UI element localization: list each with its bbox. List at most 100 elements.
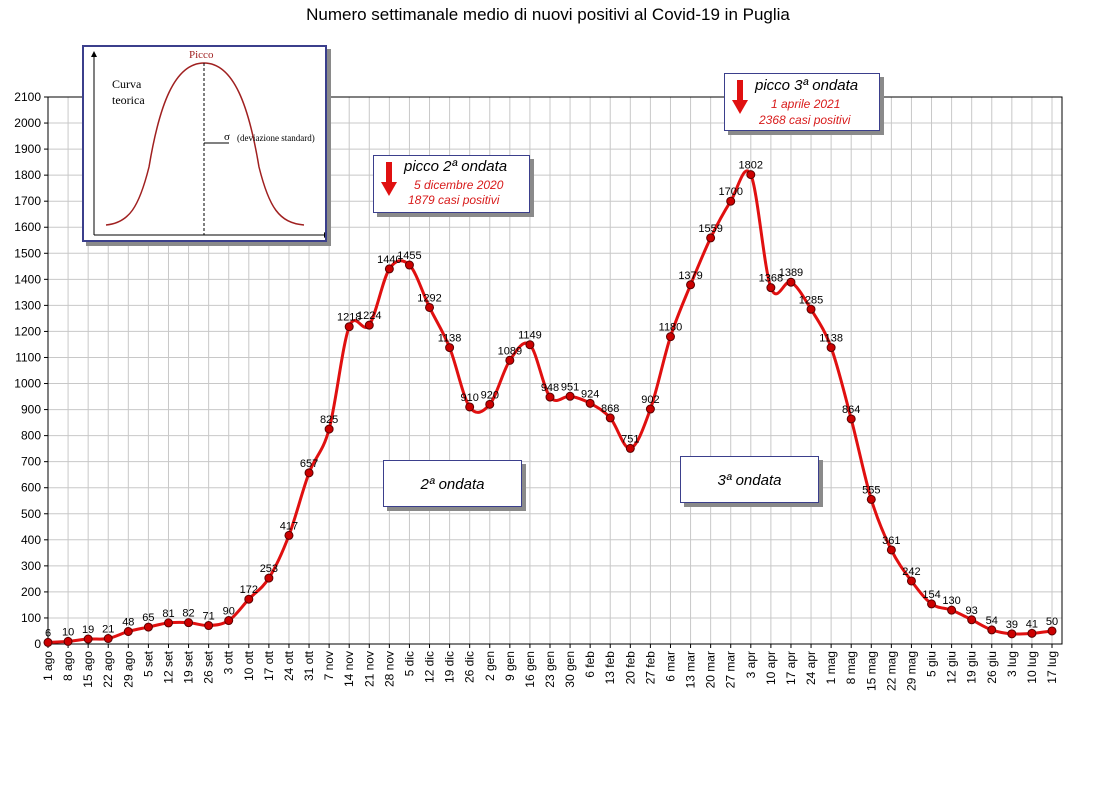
data-label: 130 xyxy=(942,595,960,607)
data-point xyxy=(1007,629,1017,639)
data-point xyxy=(184,618,194,628)
data-point xyxy=(846,414,856,424)
data-point xyxy=(224,616,234,626)
x-tick-label: 24 apr xyxy=(804,651,818,685)
x-tick-label: 22 mag xyxy=(884,651,898,691)
data-point xyxy=(706,233,716,243)
chart-title: Numero settimanale medio di nuovi positi… xyxy=(306,5,790,24)
x-tick-label: 19 set xyxy=(182,650,196,683)
y-tick-label: 1200 xyxy=(14,324,41,338)
data-label: 1559 xyxy=(698,223,722,235)
data-point xyxy=(786,277,796,287)
data-label: 54 xyxy=(986,615,998,627)
data-point xyxy=(1047,626,1057,636)
x-tick-label: 7 nov xyxy=(322,651,336,680)
data-point xyxy=(806,304,816,314)
data-point xyxy=(645,404,655,414)
data-point xyxy=(665,332,675,342)
y-tick-label: 2000 xyxy=(14,116,41,130)
data-point xyxy=(625,443,635,453)
x-tick-label: 28 nov xyxy=(382,651,396,687)
inset-peak-label: Picco xyxy=(189,49,214,61)
data-point xyxy=(284,530,294,540)
x-tick-label: 17 lug xyxy=(1045,651,1059,684)
x-tick-label: 8 mag xyxy=(844,651,858,684)
x-tick-label: 29 mag xyxy=(904,651,918,691)
y-axis-ticks: 0 100 200 300 400 500 600 700 800 900 1000 1100 1200… xyxy=(14,90,41,651)
data-label: 657 xyxy=(300,458,318,470)
data-label: 1368 xyxy=(759,273,783,285)
peak2-callout: picco 2ª ondata 5 dicembre 2020 1879 cas… xyxy=(373,155,530,213)
x-tick-label: 6 mar xyxy=(663,651,677,682)
x-tick-label: 14 nov xyxy=(342,651,356,687)
y-tick-label: 800 xyxy=(21,429,41,443)
inset-sigma-desc: (deviazione standard) xyxy=(237,133,315,143)
data-label: 951 xyxy=(561,381,579,393)
down-arrow-icon xyxy=(732,80,748,116)
data-point xyxy=(826,343,836,353)
data-point xyxy=(304,468,314,478)
data-label: 1440 xyxy=(377,254,401,266)
x-tick-label: 30 gen xyxy=(563,651,577,688)
inset-theoretical-curve: Picco Curva teorica σ (deviazione standa… xyxy=(82,45,327,242)
data-label: 902 xyxy=(641,394,659,406)
data-point xyxy=(967,615,977,625)
peak2-title: picco 2ª ondata xyxy=(404,158,508,175)
data-point xyxy=(83,634,93,644)
data-label: 1700 xyxy=(718,186,742,198)
peak3-cases: 2368 casi positivi xyxy=(759,113,851,127)
x-tick-label: 5 set xyxy=(141,650,155,677)
data-point xyxy=(866,494,876,504)
x-tick-label: 8 ago xyxy=(61,651,75,681)
data-point xyxy=(987,625,997,635)
data-point xyxy=(947,605,957,615)
data-point xyxy=(605,413,615,423)
series-markers xyxy=(43,170,1057,647)
data-label: 1138 xyxy=(438,333,462,345)
data-label: 90 xyxy=(223,606,235,618)
y-tick-label: 1000 xyxy=(14,377,41,391)
x-tick-label: 5 dic xyxy=(402,651,416,676)
data-label: 41 xyxy=(1026,618,1038,630)
data-point xyxy=(906,576,916,586)
data-point xyxy=(686,280,696,290)
x-tick-label: 12 giu xyxy=(945,651,959,684)
x-tick-label: 29 ago xyxy=(121,651,135,688)
x-tick-label: 3 ott xyxy=(222,650,236,674)
wave3-label: 3ª ondata xyxy=(717,472,782,489)
plot-frame xyxy=(47,96,1063,645)
x-tick-label: 23 gen xyxy=(543,651,557,688)
data-point xyxy=(465,402,475,412)
x-tick-label: 6 feb xyxy=(583,651,597,678)
data-label: 50 xyxy=(1046,616,1058,628)
data-point xyxy=(63,636,73,646)
x-tick-label: 12 dic xyxy=(423,651,437,683)
data-label: 81 xyxy=(162,608,174,620)
wave2-label-box: 2ª ondata xyxy=(383,460,522,507)
x-tick-label: 10 apr xyxy=(764,651,778,685)
data-label: 65 xyxy=(142,612,154,624)
data-label: 920 xyxy=(481,389,499,401)
data-label: 1285 xyxy=(799,294,823,306)
data-label: 154 xyxy=(922,589,940,601)
x-tick-label: 24 ott xyxy=(282,650,296,681)
peak3-callout: picco 3ª ondata 1 aprile 2021 2368 casi … xyxy=(724,73,880,131)
inset-curve-label-line2: teorica xyxy=(112,93,145,107)
data-point xyxy=(766,283,776,293)
data-point xyxy=(404,260,414,270)
data-label: 417 xyxy=(280,520,298,532)
y-tick-label: 1900 xyxy=(14,142,41,156)
data-point xyxy=(344,322,354,332)
data-point xyxy=(726,196,736,206)
data-point xyxy=(1027,628,1037,638)
x-tick-label: 27 mar xyxy=(724,651,738,688)
x-tick-label: 13 feb xyxy=(603,651,617,685)
x-tick-label: 12 set xyxy=(161,650,175,683)
data-label: 751 xyxy=(621,433,639,445)
x-tick-label: 20 feb xyxy=(623,651,637,685)
down-arrow-icon xyxy=(381,162,397,198)
data-point xyxy=(324,424,334,434)
x-axis-ticks: 1 ago 8 ago 15 ago 22 ago 29 ago 5 set 12 set 1… xyxy=(41,650,1059,691)
data-label: 868 xyxy=(601,403,619,415)
